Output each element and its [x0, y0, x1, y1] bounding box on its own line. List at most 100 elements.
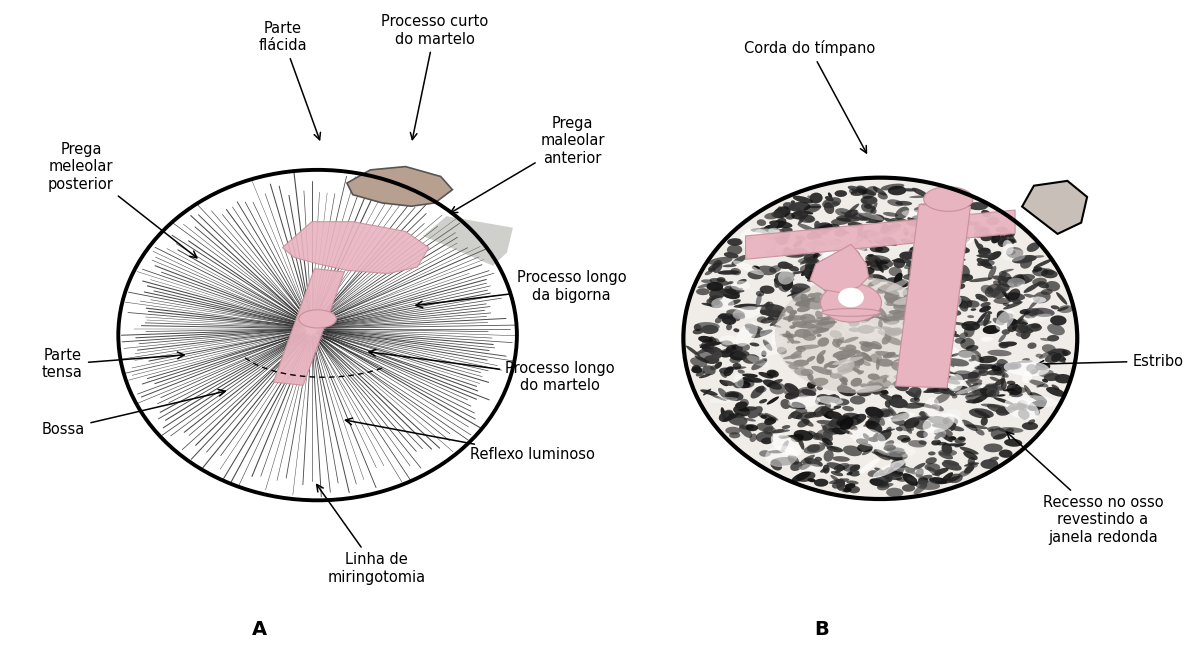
- Ellipse shape: [844, 231, 850, 234]
- Ellipse shape: [834, 292, 848, 296]
- Ellipse shape: [785, 212, 796, 220]
- Ellipse shape: [872, 186, 887, 196]
- Ellipse shape: [774, 279, 780, 288]
- Ellipse shape: [845, 424, 858, 430]
- Ellipse shape: [950, 353, 959, 357]
- Ellipse shape: [846, 316, 853, 324]
- Ellipse shape: [721, 407, 726, 420]
- Ellipse shape: [768, 315, 774, 320]
- Ellipse shape: [814, 317, 829, 326]
- Ellipse shape: [700, 344, 712, 350]
- Ellipse shape: [850, 428, 886, 447]
- Ellipse shape: [816, 334, 822, 337]
- Ellipse shape: [785, 276, 794, 281]
- Ellipse shape: [907, 304, 917, 314]
- Ellipse shape: [798, 437, 804, 450]
- Ellipse shape: [860, 352, 872, 362]
- Ellipse shape: [869, 214, 884, 223]
- Ellipse shape: [876, 444, 916, 458]
- Ellipse shape: [918, 475, 932, 481]
- Ellipse shape: [1032, 269, 1038, 272]
- Ellipse shape: [808, 196, 812, 198]
- Ellipse shape: [842, 348, 862, 354]
- Ellipse shape: [738, 378, 755, 388]
- Ellipse shape: [751, 330, 773, 338]
- Ellipse shape: [968, 359, 973, 362]
- Ellipse shape: [796, 408, 808, 414]
- Ellipse shape: [1018, 409, 1030, 420]
- Ellipse shape: [992, 280, 1002, 286]
- Ellipse shape: [976, 296, 984, 299]
- Ellipse shape: [1033, 266, 1043, 272]
- Ellipse shape: [740, 399, 749, 406]
- Ellipse shape: [774, 218, 786, 228]
- Ellipse shape: [1019, 322, 1028, 324]
- Ellipse shape: [977, 254, 994, 258]
- Ellipse shape: [838, 300, 852, 308]
- Ellipse shape: [958, 470, 971, 477]
- Ellipse shape: [806, 273, 827, 276]
- Ellipse shape: [716, 277, 726, 282]
- Ellipse shape: [1016, 332, 1026, 337]
- Ellipse shape: [1012, 386, 1027, 393]
- Ellipse shape: [793, 434, 804, 440]
- Ellipse shape: [1031, 323, 1040, 329]
- Ellipse shape: [811, 292, 823, 303]
- Ellipse shape: [748, 270, 763, 279]
- Ellipse shape: [920, 276, 937, 287]
- Ellipse shape: [943, 295, 959, 310]
- Ellipse shape: [786, 306, 793, 313]
- Ellipse shape: [870, 278, 908, 295]
- Ellipse shape: [698, 336, 713, 343]
- Ellipse shape: [875, 351, 899, 358]
- Ellipse shape: [866, 232, 898, 240]
- Ellipse shape: [926, 220, 941, 226]
- Ellipse shape: [919, 293, 930, 299]
- Ellipse shape: [792, 472, 811, 482]
- Ellipse shape: [836, 420, 848, 425]
- Ellipse shape: [1037, 384, 1044, 388]
- Ellipse shape: [902, 348, 918, 354]
- Ellipse shape: [816, 394, 832, 404]
- Ellipse shape: [884, 336, 904, 346]
- Ellipse shape: [977, 312, 988, 324]
- Ellipse shape: [954, 437, 966, 444]
- Ellipse shape: [994, 397, 1014, 405]
- Ellipse shape: [761, 350, 767, 357]
- Ellipse shape: [728, 415, 748, 426]
- Ellipse shape: [997, 310, 1009, 323]
- Ellipse shape: [1014, 314, 1025, 326]
- Ellipse shape: [930, 339, 941, 344]
- Ellipse shape: [1010, 320, 1020, 326]
- Ellipse shape: [914, 206, 926, 212]
- Ellipse shape: [884, 298, 904, 306]
- Ellipse shape: [924, 274, 946, 282]
- Ellipse shape: [893, 468, 935, 475]
- Ellipse shape: [702, 346, 714, 352]
- Ellipse shape: [913, 355, 924, 358]
- Ellipse shape: [782, 355, 798, 360]
- Ellipse shape: [766, 446, 798, 467]
- Ellipse shape: [733, 406, 750, 416]
- Ellipse shape: [720, 335, 737, 345]
- Ellipse shape: [738, 304, 757, 310]
- Ellipse shape: [683, 178, 1078, 499]
- Ellipse shape: [764, 417, 776, 425]
- Ellipse shape: [865, 254, 883, 268]
- Ellipse shape: [811, 272, 828, 277]
- Ellipse shape: [943, 417, 958, 426]
- Ellipse shape: [877, 359, 894, 367]
- Ellipse shape: [1016, 360, 1033, 363]
- Ellipse shape: [971, 382, 978, 389]
- Ellipse shape: [883, 212, 899, 216]
- Ellipse shape: [869, 437, 878, 442]
- Ellipse shape: [925, 306, 936, 312]
- Ellipse shape: [905, 374, 923, 381]
- Ellipse shape: [775, 272, 794, 281]
- Ellipse shape: [865, 420, 882, 432]
- Ellipse shape: [751, 358, 767, 370]
- Ellipse shape: [803, 326, 823, 336]
- Ellipse shape: [728, 286, 740, 296]
- Ellipse shape: [905, 425, 912, 434]
- Ellipse shape: [803, 211, 814, 214]
